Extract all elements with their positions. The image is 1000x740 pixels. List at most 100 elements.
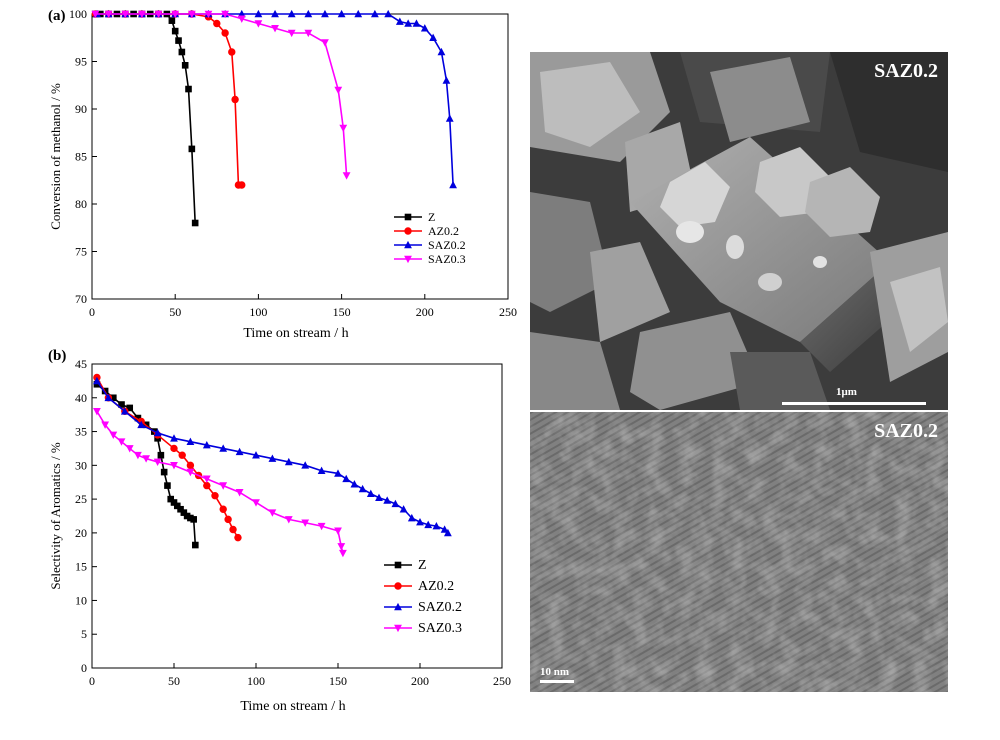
- chart-a-data-point: [370, 9, 379, 18]
- chart-a-y-tick-label: 100: [69, 7, 87, 21]
- chart-a-legend-marker: [404, 213, 412, 221]
- chart-b-data-point: [93, 407, 101, 416]
- chart-b-data-point: [134, 451, 142, 460]
- chart-a-data-point: [304, 9, 313, 18]
- chart-a-y-tick-label: 80: [75, 197, 87, 211]
- sem-scale-label: 1μm: [836, 386, 857, 398]
- chart-a-data-point: [339, 124, 348, 133]
- chart-a-data-point: [271, 9, 279, 18]
- chart-a-x-tick-label: 50: [169, 305, 181, 319]
- chart-b-data-point: [170, 499, 178, 506]
- chart-a-data-point: [342, 172, 351, 180]
- tem-lattice-image: [530, 412, 948, 692]
- chart-b-data-point: [339, 549, 347, 558]
- chart-a-data-point: [237, 9, 246, 18]
- chart-a-data-point: [121, 10, 130, 19]
- chart-a-data-point: [237, 15, 246, 23]
- chart-b-legend-label: SAZ0.3: [418, 621, 462, 636]
- chart-b-data-point: [252, 499, 260, 507]
- chart-b-data-point: [375, 493, 383, 502]
- chart-a-series-line: [95, 13, 242, 186]
- chart-b-data-point: [192, 541, 199, 549]
- tem-micrograph: SAZ0.2 10 nm: [530, 412, 948, 692]
- chart-b-data-point: [153, 458, 162, 467]
- chart-a-data-point: [181, 62, 189, 69]
- chart-b-data-point: [178, 451, 186, 459]
- chart-a-data-point: [442, 76, 451, 84]
- chart-b-legend-marker: [394, 602, 402, 611]
- chart-a-data-point: [191, 219, 199, 227]
- chart-a-data-point: [271, 24, 279, 33]
- chart-a-legend-label: SAZ0.2: [428, 238, 466, 252]
- chart-b-series-saz0-3: [93, 407, 347, 558]
- chart-b-data-point: [93, 376, 101, 385]
- chart-b-series-z: [93, 380, 199, 549]
- chart-a-data-point: [420, 24, 429, 32]
- chart-a-data-point: [204, 10, 213, 19]
- chart-b-y-tick-label: 10: [75, 593, 87, 607]
- chart-b-x-tick-label: 250: [493, 674, 511, 688]
- chart-a-data-point: [384, 9, 393, 18]
- chart-b-y-tick-label: 20: [75, 526, 87, 540]
- chart-a-data-point: [412, 19, 421, 27]
- chart-b-data-point: [137, 420, 146, 429]
- chart-b-data-point: [284, 516, 293, 524]
- chart-a-data-point: [188, 145, 196, 153]
- chart-b-panel-label: (b): [48, 348, 66, 364]
- chart-a-y-tick-label: 70: [75, 292, 87, 306]
- chart-b-data-point: [366, 489, 375, 498]
- chart-a-series-saz0-2: [93, 9, 457, 189]
- chart-a-series-line: [95, 13, 196, 224]
- chart-b-data-point: [118, 401, 125, 408]
- chart-a-data-point: [104, 10, 113, 19]
- chart-a-data-point: [231, 95, 239, 104]
- chart-a-data-point: [138, 10, 146, 19]
- chart-a-data-point: [354, 9, 363, 18]
- chart-a-data-point: [287, 9, 296, 18]
- chart-a-data-point: [175, 37, 182, 44]
- chart-b-data-point: [170, 434, 178, 442]
- sem-scale-bar: [782, 402, 926, 405]
- chart-a-data-point: [185, 85, 192, 93]
- chart-b-data-point: [358, 484, 367, 493]
- chart-b-plot-frame: [91, 363, 503, 669]
- chart-b-data-point: [350, 480, 359, 488]
- chart-b-data-point: [268, 454, 277, 462]
- chart-b-data-point: [180, 509, 188, 516]
- chart-a-legend-marker: [404, 240, 412, 249]
- tem-sample-label: SAZ0.2: [874, 420, 938, 442]
- chart-b-data-point: [170, 462, 178, 470]
- chart-b-data-point: [424, 520, 433, 529]
- chart-a-legend-marker: [404, 255, 412, 264]
- chart-b-data-point: [443, 528, 452, 537]
- chart-b-data-point: [219, 444, 228, 452]
- chart-a-data-point: [171, 27, 179, 35]
- chart-b-y-tick-label: 15: [75, 560, 87, 574]
- chart-b-legend-label: Z: [418, 558, 427, 573]
- chart-b-legend-label: SAZ0.2: [418, 600, 462, 615]
- chart-a-series-line: [96, 13, 454, 186]
- chart-b-data-point: [334, 527, 342, 535]
- chart-b-data-point: [301, 519, 310, 527]
- chart-b-legend-marker: [394, 624, 402, 633]
- chart-b-data-point: [109, 431, 118, 440]
- chart-b-data-point: [391, 499, 400, 508]
- chart-b-data-point: [202, 475, 211, 483]
- chart-b-x-tick-label: 150: [329, 674, 347, 688]
- chart-b-data-point: [160, 468, 168, 476]
- chart-b-data-point: [170, 444, 178, 453]
- chart-b-data-point: [190, 516, 197, 523]
- chart-b-data-point: [317, 522, 326, 531]
- chart-b-data-point: [120, 407, 129, 415]
- chart-b-data-point: [142, 455, 151, 463]
- chart-b-series-saz0-2: [93, 376, 452, 537]
- chart-b-data-point: [224, 515, 232, 524]
- chart-b-data-point: [342, 474, 351, 483]
- chart-a-series-z: [92, 10, 199, 227]
- chart-a-series-az0-2: [91, 10, 246, 189]
- chart-a-legend-label: Z: [428, 210, 435, 224]
- chart-b-y-tick-label: 35: [75, 425, 87, 439]
- chart-a-data-point: [154, 10, 163, 19]
- chart-a-data-point: [437, 47, 446, 56]
- chart-a-legend-label: SAZ0.3: [428, 252, 466, 266]
